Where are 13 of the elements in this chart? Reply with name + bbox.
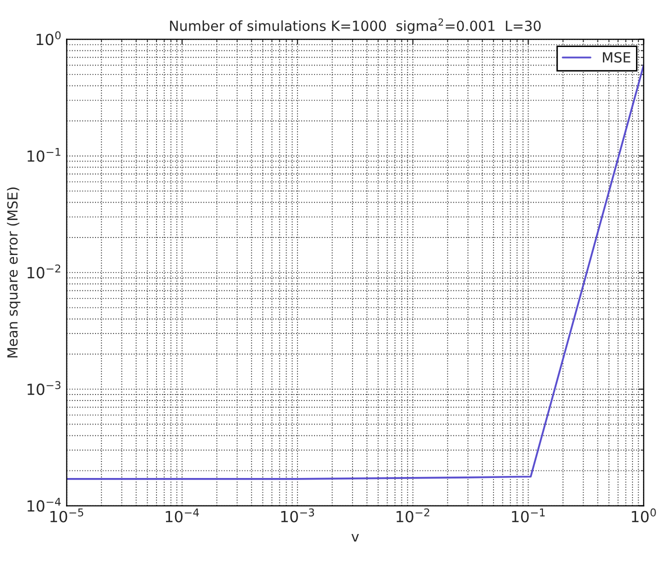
- legend-label: MSE: [602, 52, 630, 63]
- x-tick-label: 10$^{0}$: [632, 508, 656, 522]
- x-tick-label: 10$^{−3}$: [281, 508, 314, 522]
- x-axis-title: v: [351, 534, 359, 542]
- y-tick-label: 10$^{−3}$: [28, 381, 60, 396]
- y-axis-title: Mean square error (MSE): [6, 188, 20, 358]
- x-tick-label: 10$^{−2}$: [396, 508, 430, 522]
- x-tick-label: 10$^{−1}$: [512, 508, 545, 522]
- y-tick-label: 10$^{0}$: [36, 31, 61, 46]
- x-tick-label: 10$^{−4}$: [166, 508, 199, 522]
- y-tick-label: 10$^{−2}$: [28, 264, 60, 278]
- chart-title: Number of simulations K=1000 sigma$^{2}$=0.001 L=30: [170, 18, 541, 34]
- y-tick-label: 10$^{−1}$: [28, 148, 60, 162]
